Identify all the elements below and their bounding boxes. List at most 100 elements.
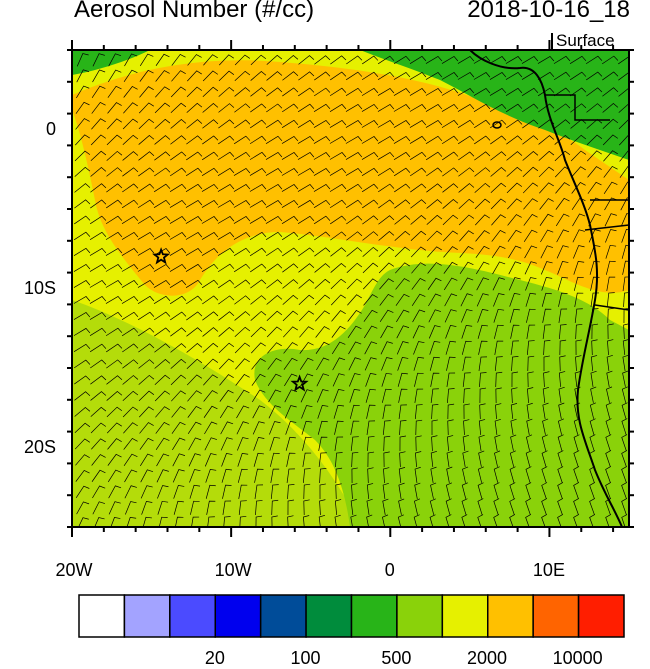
x-tick-label: 10E	[532, 560, 565, 580]
wind-barb	[169, 263, 187, 272]
wind-barb	[573, 260, 585, 275]
wind-barb	[410, 215, 427, 225]
wind-barb	[124, 53, 138, 67]
wind-barb	[154, 359, 171, 369]
wind-barb	[204, 437, 218, 451]
wind-barb	[203, 54, 218, 66]
y-tick-label: 0	[45, 118, 56, 139]
wind-barb	[378, 231, 395, 241]
field-region-mid	[72, 300, 360, 527]
wind-barb	[185, 167, 203, 177]
wind-barb	[588, 213, 602, 227]
wind-barb	[265, 184, 283, 192]
wind-barb	[490, 198, 507, 210]
wind-barb	[366, 498, 373, 515]
wind-barb	[269, 421, 281, 435]
wind-barb	[573, 245, 585, 259]
wind-barb	[554, 166, 570, 178]
wind-barb	[602, 118, 619, 130]
wind-barb	[122, 167, 139, 177]
wind-barb	[265, 215, 283, 224]
wind-barb	[205, 468, 217, 483]
wind-barb	[586, 87, 603, 97]
wind-barb	[527, 371, 534, 388]
wind-barb	[415, 435, 422, 452]
wind-barb	[443, 261, 458, 274]
wind-barb	[473, 56, 491, 64]
wind-barb	[414, 466, 421, 483]
wind-barb	[319, 483, 326, 500]
wind-barb	[154, 390, 171, 402]
wind-barb	[462, 450, 469, 467]
wind-barb	[394, 215, 411, 225]
wind-barb	[287, 499, 295, 516]
wind-barb	[570, 134, 587, 145]
wind-barb	[313, 183, 331, 192]
wind-barb	[554, 134, 571, 145]
wind-barb	[553, 55, 571, 64]
y-tick-label: 20S	[23, 436, 56, 457]
wind-barb	[495, 387, 502, 404]
wind-barb	[377, 104, 395, 112]
wind-barb	[266, 295, 283, 305]
wind-barb	[255, 500, 263, 516]
wind-barb	[540, 229, 554, 243]
wind-barb	[73, 359, 91, 369]
wind-barb	[105, 264, 123, 272]
wind-barb	[170, 374, 187, 386]
wind-barb	[236, 421, 249, 435]
wind-barb	[365, 373, 377, 387]
colorbar-box	[577, 594, 625, 638]
wind-barb	[202, 342, 219, 353]
wind-barb	[298, 247, 315, 257]
star-marker	[290, 374, 309, 392]
wind-barb	[542, 324, 551, 339]
wind-barb	[234, 295, 251, 305]
wind-barb	[137, 279, 155, 288]
wind-barb	[589, 418, 596, 435]
wind-barb	[171, 390, 186, 402]
wind-barb	[190, 500, 200, 515]
wind-barb	[139, 422, 154, 434]
wind-barb	[269, 452, 280, 467]
wind-barb	[349, 388, 361, 403]
wind-barb	[250, 54, 267, 66]
wind-barb	[105, 311, 123, 320]
wind-barb	[313, 136, 331, 144]
wind-barb	[221, 468, 233, 483]
wind-barb	[74, 166, 91, 177]
wind-barb	[265, 231, 283, 241]
wind-barb	[377, 167, 395, 177]
wind-barb	[462, 372, 471, 387]
wind-barb	[139, 453, 154, 467]
wind-barb	[569, 55, 587, 64]
wind-barb	[542, 387, 550, 403]
wind-barb	[155, 437, 170, 451]
wind-barb	[558, 308, 568, 323]
wind-barb	[233, 231, 251, 240]
wind-barb	[509, 308, 520, 323]
wind-barb	[189, 484, 201, 499]
wind-barb	[313, 215, 331, 225]
wind-barb	[554, 103, 571, 113]
wind-barb	[105, 343, 123, 353]
wind-barb	[91, 85, 106, 99]
wind-barb	[319, 467, 327, 484]
wind-barb	[201, 200, 219, 208]
wind-barb	[137, 311, 155, 321]
wind-barb	[237, 452, 249, 467]
wind-barb	[525, 482, 532, 499]
wind-barb	[493, 498, 500, 515]
wind-barb	[362, 278, 378, 290]
wind-barb	[201, 216, 219, 224]
wind-barb	[509, 482, 516, 499]
wind-barb	[508, 245, 522, 259]
wind-barb	[430, 451, 438, 467]
wind-barb	[553, 71, 571, 81]
wind-barb	[106, 134, 123, 146]
wind-barb	[267, 357, 282, 370]
wind-barb	[154, 102, 171, 114]
wind-barb	[522, 151, 539, 161]
wind-barb	[490, 151, 507, 161]
wind-barb	[361, 104, 379, 112]
